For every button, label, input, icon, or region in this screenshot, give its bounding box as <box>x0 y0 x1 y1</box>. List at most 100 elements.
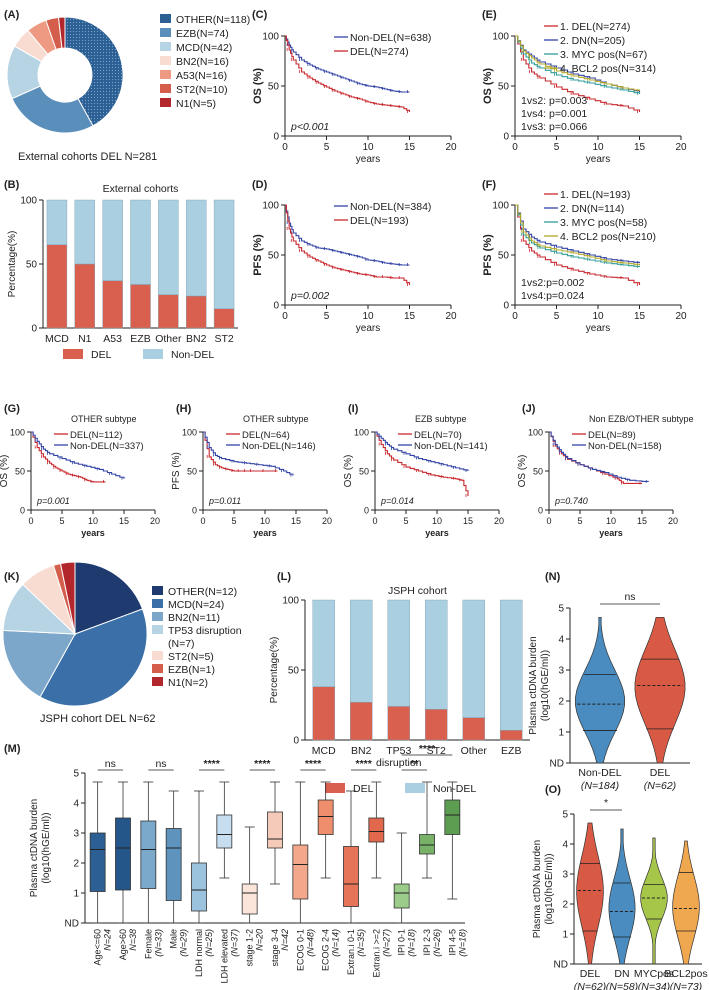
legend-label-F-1: 2. DN(N=114) <box>560 203 624 215</box>
panel-label-K: (K) <box>4 571 20 583</box>
y-tick-label-I-2: 100 <box>354 428 369 438</box>
box-M-12 <box>393 883 410 909</box>
violin-N-1 <box>634 616 686 764</box>
x-tick-label-G-1: 5 <box>59 516 64 526</box>
x-tick-n-M-5: (N=37) <box>229 929 239 957</box>
y-tick-label-O-2: 2 <box>562 900 568 911</box>
panel-label-M: (M) <box>4 743 21 755</box>
legend-label-F-3: 4. BCL2 pos(N=210) <box>560 231 656 243</box>
legend-label-E-2: 3. MYC pos(N=67) <box>560 49 647 61</box>
x-tick-label-F-4: 20 <box>675 311 687 322</box>
x-tick-n-M-9: (N=14) <box>331 929 341 957</box>
x-tick-label-E-1: 5 <box>554 142 560 153</box>
km-curve-E-3 <box>515 35 641 91</box>
legend-label-J-0: DEL(N=89) <box>588 430 636 441</box>
legend-label-F-0: 1. DEL(N=193) <box>560 189 630 201</box>
annotation-I-0: p=0.014 <box>380 496 414 506</box>
x-tick-label-M-2: Female <box>143 929 153 959</box>
panel-label-F: (F) <box>482 179 496 191</box>
y-label-L: Percentage(%) <box>269 637 280 704</box>
x-tick-n-M-2: (N=33) <box>153 929 163 957</box>
legend-label-A-3: BN2(N=16) <box>176 56 229 68</box>
pie-slice-K-6 <box>59 561 76 635</box>
violin-O-1 <box>608 828 636 965</box>
x-tick-note-L: disruption <box>376 757 422 769</box>
x-tick-label-G-4: 20 <box>150 516 160 526</box>
sig-label-M-1: ns <box>155 758 166 770</box>
y-tick-label-J-2: 100 <box>528 428 543 438</box>
x-tick-n-N-1: (N=62) <box>644 780 676 792</box>
panel-label-G: (G) <box>4 403 20 415</box>
x-tick-label-H-2: 10 <box>260 516 270 526</box>
box-M-4 <box>191 862 207 912</box>
y-tick-label-L-1: 50 <box>288 666 300 677</box>
sig-label-M-0: ns <box>105 758 116 770</box>
sig-label-M-7: **** <box>419 743 436 755</box>
x-tick-label-B-5: BN2 <box>186 333 207 345</box>
x-tick-label-H-3: 15 <box>291 516 301 526</box>
x-tick-label-B-4: Other <box>155 333 182 345</box>
y-tick-label-J-1: 50 <box>533 467 543 477</box>
km-curve-I-1 <box>375 431 469 471</box>
y-tick-label-M-4: 4 <box>73 799 79 810</box>
legend-label-C-1: DEL(N=274) <box>350 46 409 58</box>
box-M-13 <box>419 834 435 855</box>
legend-label-C-0: Non-DEL(N=638) <box>350 32 431 44</box>
sig-label-M-4: **** <box>305 758 322 770</box>
x-tick-label-D-0: 0 <box>282 311 288 322</box>
bar-B-0-4 <box>158 294 179 329</box>
legend-label-K-3: TP53 disruption <box>168 625 242 637</box>
bar-B-1-3 <box>130 199 151 285</box>
y-label2-N: (log10(hGE/ml)) <box>540 650 551 721</box>
legend-label-L-1: Non-DEL <box>433 783 476 795</box>
panel-label-B: (B) <box>4 179 20 191</box>
legend-note-K-3: (N=7) <box>168 638 195 650</box>
x-tick-label-M-8: ECOG 0-1 <box>295 929 305 971</box>
legend-swatch-K-5 <box>152 664 163 673</box>
km-curve-F-1 <box>515 204 641 263</box>
annotation-E-2: 1vs3: p=0.066 <box>521 121 587 133</box>
x-tick-label-B-0: MCD <box>45 333 69 345</box>
x-tick-n-M-1: N=38 <box>128 929 138 951</box>
y-tick-label-I-1: 50 <box>359 467 369 477</box>
y-tick-label-J-0: 0 <box>538 506 543 516</box>
legend-label-H-0: DEL(N=64) <box>242 430 290 441</box>
x-tick-label-I-3: 15 <box>463 516 473 526</box>
chart-title-L: JSPH cohort <box>388 585 447 597</box>
x-tick-label-H-1: 5 <box>231 516 236 526</box>
x-tick-label-N-0: Non-DEL <box>578 767 621 779</box>
km-curve-C-0 <box>285 35 410 93</box>
y-tick-label-E-1: 50 <box>498 82 510 93</box>
x-tick-n-M-3: (N=29) <box>179 929 189 957</box>
y-tick-label-O-1: 1 <box>562 930 568 941</box>
x-tick-label-C-1: 5 <box>324 142 330 153</box>
y-label-N: Plasma ctDNA burden <box>528 636 539 734</box>
legend-label-K-6: N1(N=2) <box>168 677 208 689</box>
x-tick-n-M-0: N=24 <box>103 929 113 951</box>
bar-B-0-1 <box>74 263 95 329</box>
panel-label-E: (E) <box>482 9 497 21</box>
bar-L-0-2 <box>387 706 410 741</box>
legend-label-A-4: A53(N=16) <box>176 70 227 82</box>
pie-slice-A-6 <box>57 16 66 49</box>
x-tick-n-M-13: (N=26) <box>432 929 442 957</box>
pie-slice-A-0 <box>64 16 124 127</box>
y-tick-label-D-0: 0 <box>273 301 279 312</box>
x-tick-n-O-0: (N=62) <box>574 981 606 990</box>
x-tick-label-O-0: DEL <box>580 968 601 980</box>
bar-L-1-2 <box>387 599 410 707</box>
legend-label-K-0: OTHER(N=12) <box>168 586 237 598</box>
x-tick-label-M-12: IPI 0-1 <box>397 929 407 956</box>
x-tick-n-M-4: (N=25) <box>204 929 214 957</box>
annotation-C-0: p<0.001 <box>290 121 329 133</box>
x-tick-label-I-4: 20 <box>494 516 504 526</box>
bar-L-0-0 <box>312 686 335 741</box>
x-tick-label-E-0: 0 <box>512 142 518 153</box>
sig-label-M-6: ** <box>410 758 419 770</box>
km-curve-H-1 <box>203 431 294 476</box>
x-tick-label-G-2: 10 <box>88 516 98 526</box>
y-tick-label-H-2: 100 <box>182 428 197 438</box>
y-tick-label-C-1: 50 <box>268 82 280 93</box>
y-tick-label-M-2: 2 <box>73 859 79 870</box>
legend-swatch-A-4 <box>160 70 171 79</box>
